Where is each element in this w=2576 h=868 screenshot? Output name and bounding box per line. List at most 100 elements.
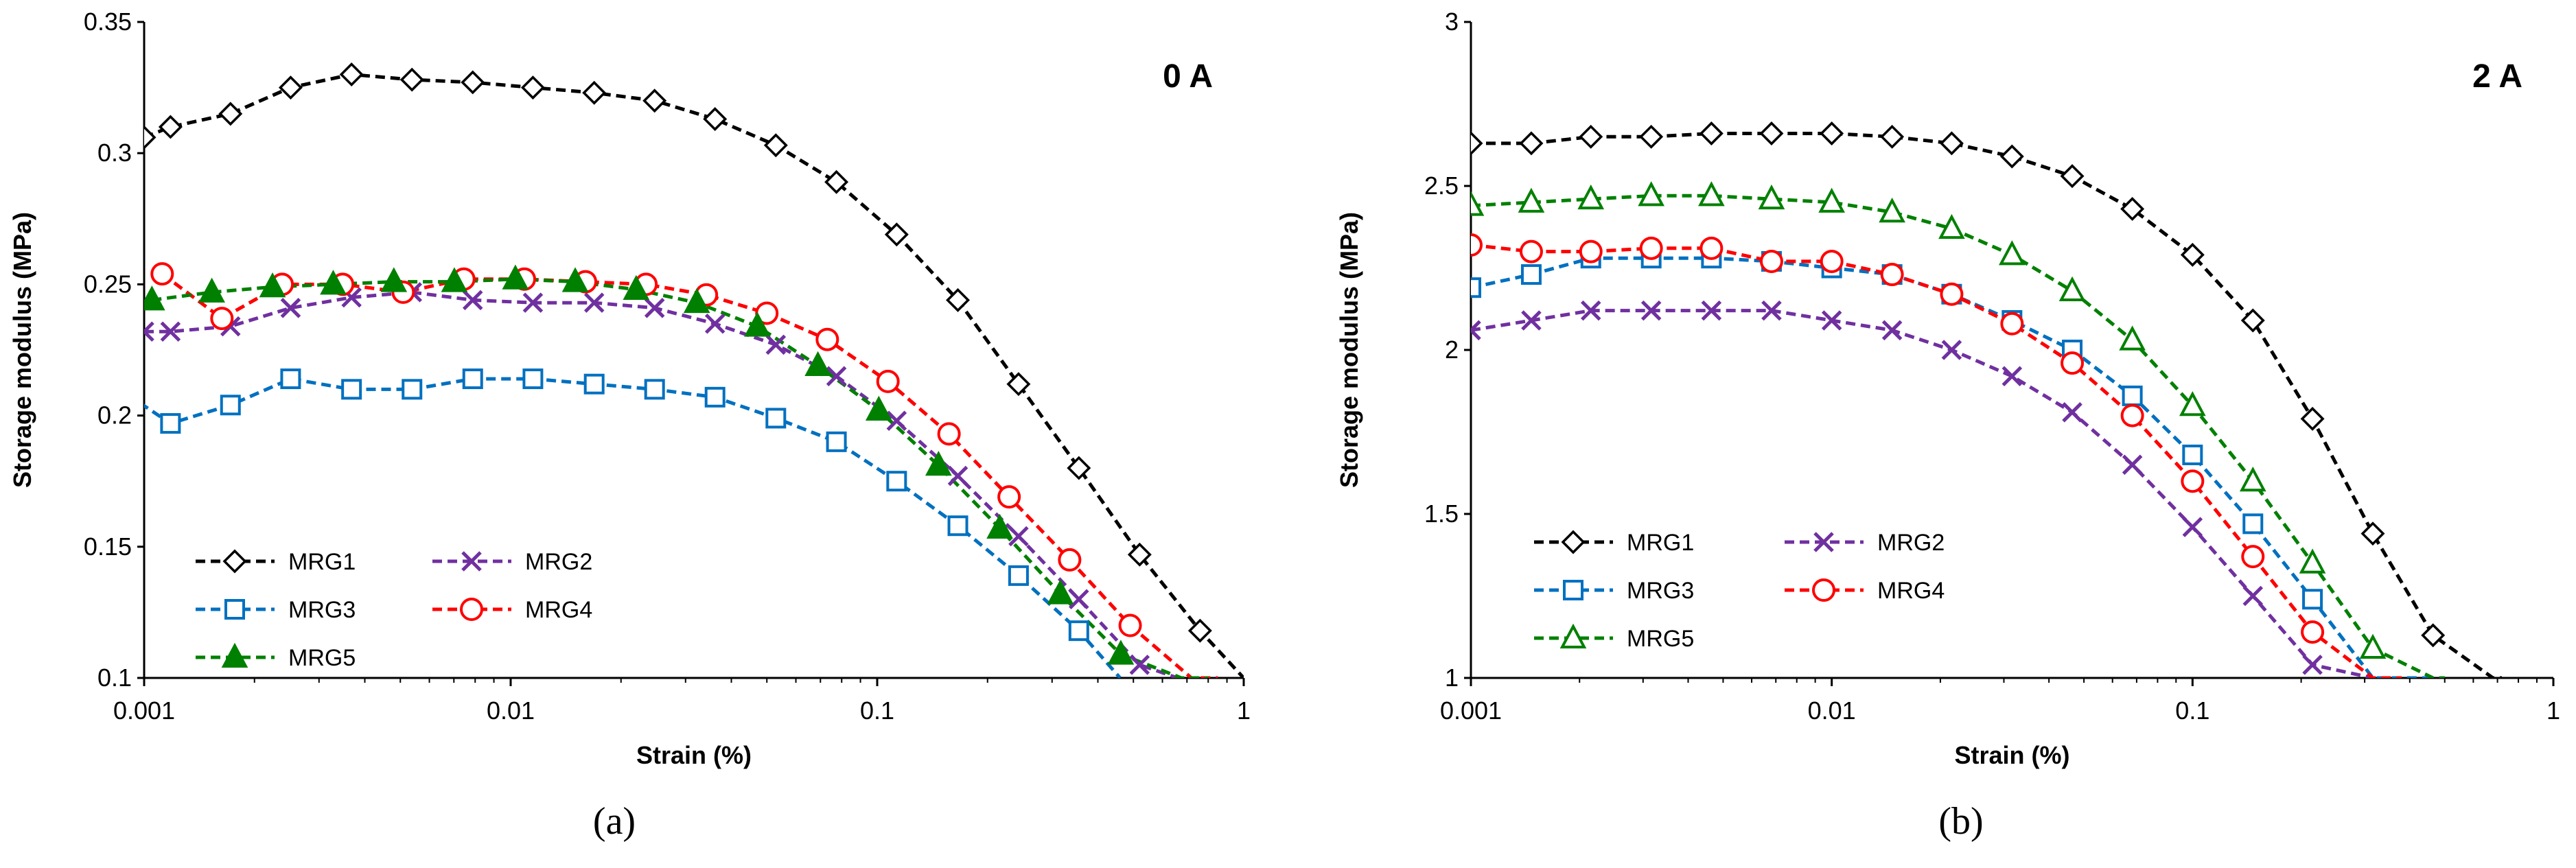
y-tick-label: 0.15 [84,532,132,561]
data-point-MRG5 [804,351,831,376]
data-point-MRG3 [462,368,483,390]
data-point-MRG5 [1107,640,1135,665]
data-point-MRG3 [280,368,301,390]
data-point-MRG5 [1938,213,1965,239]
data-point-MRG4 [2061,351,2085,375]
data-point-MRG4 [755,301,779,325]
legend: MRG1 MRG2 MRG3 MRG4 MRG5 [196,549,592,671]
data-point-MRG3 [522,368,544,390]
series-line-MRG3 [144,377,1122,678]
legend-label-MRG3: MRG3 [288,597,356,623]
data-point-MRG5 [2058,276,2086,301]
data-point-MRG2 [1881,320,1903,341]
legend-label-MRG5: MRG5 [288,645,356,671]
data-point-MRG1 [144,125,156,150]
data-point-MRG5 [1471,191,1485,216]
data-point-MRG5 [683,288,710,314]
data-point-MRG5 [2179,391,2206,417]
data-point-MRG2 [522,292,544,313]
data-point-MRG1 [2120,196,2145,221]
y-tick-label: 1.5 [1424,500,1459,528]
series-line-MRG1 [1471,132,2502,678]
chart-title: 2 A [2472,58,2522,95]
data-point-MRG1 [2240,308,2265,333]
data-point-MRG1 [1939,131,1964,156]
y-tick-label: 0.25 [84,270,132,298]
data-point-MRG1 [1127,542,1152,567]
legend: MRG1 MRG2 MRG3 MRG4 MRG5 [1534,530,1945,652]
data-point-MRG1 [884,222,909,247]
data-point-MRG1 [763,133,788,158]
data-point-MRG1 [339,62,364,86]
data-point-MRG4 [1519,239,1543,263]
x-tick-label: 0.001 [1440,696,1502,725]
data-point-MRG4 [1118,613,1142,637]
data-point-MRG1 [824,169,849,194]
data-point-MRG4 [210,307,234,331]
data-point-MRG5 [744,312,771,337]
data-point-MRG3 [2242,513,2264,535]
data-point-MRG1 [1579,124,1603,149]
data-point-MRG2 [160,321,181,342]
data-point-MRG2 [462,290,483,311]
legend-label-MRG5: MRG5 [1627,626,1694,652]
data-point-MRG2 [947,465,968,486]
chart-title: 0 A [1163,58,1213,95]
data-point-MRG1 [1820,121,1844,145]
x-tick-label: 0.01 [487,696,535,725]
data-point-MRG4 [2181,469,2205,493]
legend-marker-MRG4 [460,598,483,621]
data-point-MRG2 [1640,300,1662,321]
data-point-MRG2 [1008,526,1029,547]
data-point-MRG3 [341,379,362,400]
data-point-MRG4 [1639,236,1663,260]
y-axis-title: Storage modulus (MPa) [8,212,36,488]
series-line-MRG2 [1471,309,2380,678]
data-point-MRG3 [2122,385,2143,406]
legend-marker-MRG5 [1559,623,1587,648]
data-point-MRG1 [1006,372,1031,397]
y-tick-label: 3 [1445,8,1459,36]
data-point-MRG2 [583,292,605,313]
data-point-MRG4 [150,262,174,286]
y-tick-label: 0.1 [97,664,132,692]
data-point-MRG1 [582,80,607,105]
data-point-MRG4 [2120,403,2144,427]
data-point-MRG3 [402,379,423,400]
legend-marker-MRG1 [1561,530,1586,554]
data-point-MRG2 [2062,402,2082,423]
data-point-MRG4 [1579,239,1603,263]
series-line-MRG1 [144,72,1244,678]
data-point-MRG2 [2242,585,2264,607]
legend-marker-MRG1 [222,549,247,574]
data-point-MRG5 [320,270,347,295]
data-point-MRG1 [1067,456,1091,480]
data-point-MRG5 [1698,181,1725,207]
data-point-MRG1 [2300,406,2325,431]
data-point-MRG5 [380,267,408,292]
data-point-MRG5 [1518,187,1545,213]
chart-panel-2: 1 1.5 2 2.5 3 0.001 0.01 0.1 1 Strain (%) Storage … [1335,8,2560,843]
data-point-MRG5 [1047,579,1074,605]
data-point-MRG5 [986,513,1013,539]
data-point-MRG3 [826,431,847,452]
legend-label-MRG2: MRG2 [525,549,592,575]
data-point-MRG2 [1941,340,1962,360]
data-point-MRG1 [158,115,183,139]
data-point-MRG3 [765,408,787,429]
data-point-MRG3 [220,395,241,416]
data-point-MRG1 [1759,121,1784,145]
series-group [144,62,1244,678]
data-point-MRG5 [1999,240,2026,266]
data-point-MRG2 [886,410,907,432]
data-point-MRG5 [1638,181,1665,207]
data-point-MRG1 [461,70,485,95]
data-point-MRG2 [2122,454,2143,476]
data-point-MRG5 [198,277,225,303]
data-point-MRG4 [1699,236,1724,260]
data-point-MRG4 [1471,233,1483,257]
data-point-MRG1 [1880,124,1905,149]
legend-marker-MRG3 [224,599,245,620]
y-tick-label: 0.2 [97,401,132,430]
data-point-MRG5 [441,267,468,292]
